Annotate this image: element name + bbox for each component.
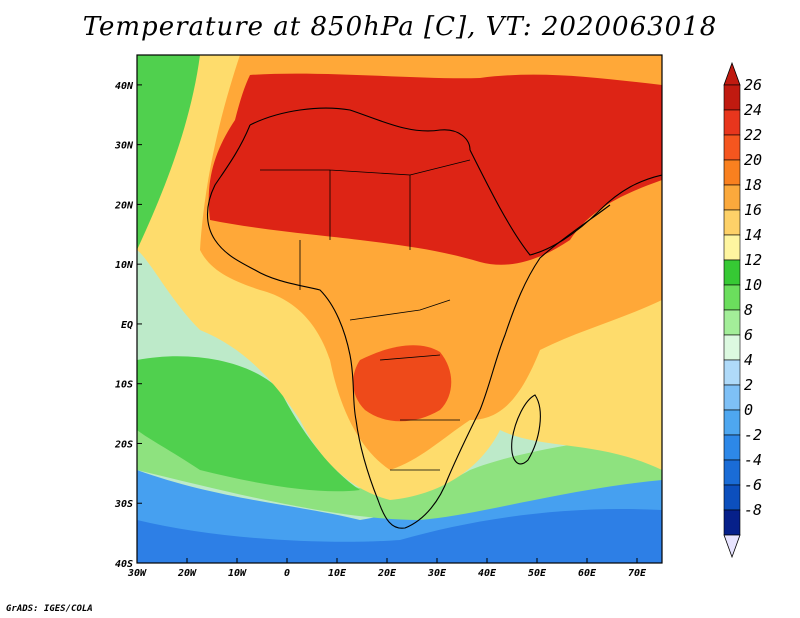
colorbar-tick-label: -8 — [744, 501, 762, 519]
x-tick-label: 50E — [528, 568, 547, 579]
colorbar-tick-label: 6 — [744, 326, 753, 344]
x-tick-label: 40E — [478, 568, 497, 579]
colorbar-segment — [723, 84, 741, 111]
x-tick-label: 20E — [377, 568, 397, 579]
y-tick-label: 10N — [115, 260, 134, 271]
x-tick-label: 70E — [628, 568, 647, 579]
colorbar-segment — [723, 434, 741, 461]
colorbar-tick-label: 20 — [744, 151, 762, 169]
colorbar-segment — [723, 259, 741, 286]
y-tick-label: 30S — [114, 499, 133, 510]
colorbar-segment — [723, 459, 741, 486]
y-tick-label: 30N — [114, 141, 134, 152]
colorbar-segment — [723, 109, 741, 136]
southern-ocean-deep — [137, 509, 662, 563]
colorbar-tick-label: 14 — [744, 226, 762, 244]
map-panel — [137, 55, 662, 563]
ocean-green-south — [137, 378, 662, 520]
colorbar-tick-label: -6 — [744, 476, 762, 494]
africa-coastline — [206, 124, 611, 529]
y-axis-ticks: 40N 30N 20N 10N EQ 10S 20S 30S 40S — [114, 81, 142, 570]
x-tick-label: 30E — [427, 568, 447, 579]
credit-label: GrADS: IGES/COLA — [6, 604, 93, 614]
colorbar-segment — [723, 209, 741, 236]
y-tick-label: 20N — [114, 200, 134, 211]
colorbar-arrow-bottom — [723, 534, 741, 559]
colorbar-segment — [723, 384, 741, 411]
colorbar-tick-label: 26 — [744, 76, 762, 94]
colorbar-tick-label: 22 — [744, 126, 762, 144]
map-frame — [136, 54, 663, 564]
colorbar-arrow-top — [723, 61, 741, 86]
x-tick-label: 60E — [578, 568, 597, 579]
y-tick-label: 40N — [115, 81, 134, 92]
colorbar-tick-label: 8 — [744, 301, 753, 319]
colorbar-tick-label: 4 — [744, 351, 753, 369]
colorbar-segment — [723, 134, 741, 161]
central-red — [353, 345, 452, 422]
ocean-green-sw — [137, 356, 360, 492]
country-borders — [260, 159, 471, 471]
colorbar-segment — [723, 159, 741, 186]
map-title: Temperature at 850hPa [C], VT: 202006301… — [82, 12, 718, 42]
y-tick-label: 40S — [115, 559, 133, 570]
colorbar-segment — [723, 284, 741, 311]
colorbar-tick-label: 24 — [744, 101, 762, 119]
colorbar-segment — [723, 334, 741, 361]
arabia-coastline — [469, 149, 662, 256]
x-tick-label: 0 — [284, 568, 290, 579]
colorbar-segment — [723, 509, 741, 536]
colorbar-tick-label: 16 — [744, 201, 762, 219]
colorbar-tick-label: 18 — [744, 176, 762, 194]
colorbar-tick-label: -2 — [744, 426, 762, 444]
colorbar-segment — [723, 359, 741, 386]
colorbar-segment — [723, 184, 741, 211]
y-tick-label: 20S — [114, 439, 133, 450]
x-axis-ticks: 30W 20W 10W 0 10E 20E 30E 40E 50E 60E 70E — [127, 558, 647, 579]
colorbar-segment — [723, 484, 741, 511]
colorbar-tick-label: 10 — [744, 276, 762, 294]
y-tick-label: 10S — [115, 380, 133, 391]
sahara-red — [208, 73, 662, 265]
colorbar-segment — [723, 409, 741, 436]
y-tick-label: EQ — [121, 320, 133, 331]
madagascar-outline — [511, 394, 541, 465]
x-tick-label: 30W — [127, 568, 147, 579]
x-tick-label: 10E — [328, 568, 347, 579]
colorbar-tick-label: 2 — [744, 376, 753, 394]
x-tick-label: 20W — [177, 568, 197, 579]
x-tick-label: 10W — [228, 568, 247, 579]
colorbar-tick-label: 0 — [744, 401, 753, 419]
mediterranean-coastline — [249, 107, 471, 151]
colorbar-tick-label: 12 — [744, 251, 762, 269]
colorbar-segment — [723, 234, 741, 261]
colorbar-tick-label: -4 — [744, 451, 762, 469]
colorbar-segment — [723, 309, 741, 336]
